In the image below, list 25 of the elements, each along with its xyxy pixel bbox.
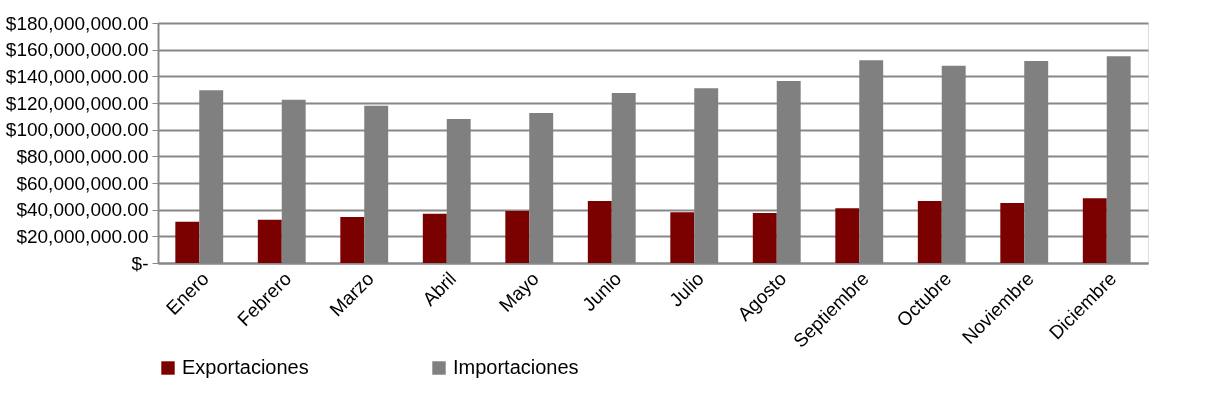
bar: [835, 208, 860, 263]
bar: [505, 211, 530, 263]
bar: [587, 201, 612, 263]
y-tick-label: $80,000,000.00: [16, 145, 149, 167]
bar: [752, 213, 777, 263]
legend-label: Exportaciones: [182, 356, 309, 378]
bar: [917, 201, 942, 263]
bar: [1000, 203, 1025, 263]
bar: [175, 221, 200, 263]
bar: [340, 217, 365, 263]
y-tick-label: $120,000,000.00: [5, 92, 149, 114]
y-tick-label: $140,000,000.00: [5, 65, 149, 87]
y-tick-label: $40,000,000.00: [16, 199, 149, 221]
y-tick-label: $20,000,000.00: [16, 225, 149, 247]
y-tick-label: $-: [131, 252, 149, 274]
y-tick-label: $160,000,000.00: [5, 39, 149, 61]
legend-label: Importaciones: [453, 356, 579, 378]
bar: [670, 212, 695, 263]
bar: [257, 219, 282, 263]
y-tick-label: $180,000,000.00: [5, 12, 149, 34]
y-tick-label: $100,000,000.00: [5, 119, 149, 141]
y-tick-label: $60,000,000.00: [16, 172, 149, 194]
bar: [422, 213, 447, 263]
x-tick-label: Julio: [665, 268, 708, 311]
bar: [1082, 198, 1107, 263]
